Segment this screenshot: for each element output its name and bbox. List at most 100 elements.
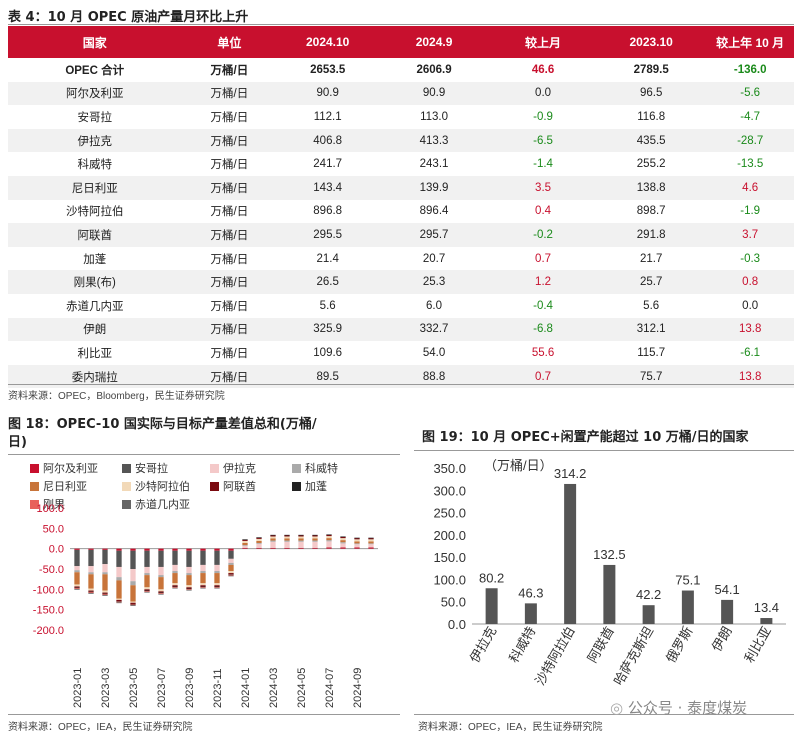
header-2024-10: 2024.10 <box>277 26 378 58</box>
legend-item: 阿尔及利亚 <box>30 460 98 476</box>
table-cell: 加蓬 <box>83 253 107 266</box>
table-cell: 万桶/日 <box>181 175 278 200</box>
table-cell: 896.8 <box>313 205 343 218</box>
bar-segment <box>312 534 318 536</box>
table-row: 委内瑞拉 万桶/日 89.5 88.8 0.7 75.7 13.8 <box>8 364 794 389</box>
bar-segment <box>102 574 108 591</box>
bar-segment <box>172 564 178 572</box>
x-category-label: 沙特阿拉伯 <box>532 624 577 688</box>
table-cell: 0.0 <box>742 299 759 312</box>
bar <box>485 588 498 624</box>
bar-segment <box>74 570 80 573</box>
table-cell: 295.7 <box>377 223 491 247</box>
table-cell: 21.7 <box>639 252 663 265</box>
y-tick-label: -50.0 <box>39 564 64 576</box>
bar-segment <box>312 536 318 539</box>
bar-segment <box>270 535 276 537</box>
table-cell: 2653.5 <box>310 63 346 76</box>
bar-segment <box>88 574 94 589</box>
table-cell: 伊朗 <box>8 317 182 342</box>
bar-segment <box>144 587 150 590</box>
bar-segment <box>88 549 94 567</box>
y-tick-label: 350.0 <box>433 461 466 476</box>
bar-segment <box>158 577 164 590</box>
table-cell: 2789.5 <box>633 63 669 76</box>
table-row: 刚果(布) 万桶/日 26.5 25.3 1.2 25.7 0.8 <box>8 270 794 294</box>
bar-segment <box>298 540 304 542</box>
bar-segment <box>144 590 150 592</box>
bar-segment <box>74 588 80 590</box>
table-cell: 1.2 <box>490 270 596 294</box>
table-cell: 5.6 <box>319 299 336 312</box>
fig18-chart: 100.0 50.0 0.0 -50.0 -100.0 -150.0 -200.0 2023-… <box>33 503 378 708</box>
bar-segment <box>354 543 360 545</box>
bar-segment <box>284 547 290 549</box>
bar-segment <box>130 603 136 605</box>
table-cell: 96.5 <box>596 81 707 106</box>
table-cell: 54.0 <box>422 346 446 359</box>
bar-segment <box>214 550 220 565</box>
y-tick-label: 0.0 <box>49 544 64 556</box>
table-cell: 896.4 <box>419 205 449 218</box>
bar-segment <box>312 541 318 548</box>
bar-segment <box>130 569 136 582</box>
watermark: ◎ 公众号 · 泰度煤炭 <box>610 697 747 718</box>
table-cell: 4.6 <box>706 175 794 200</box>
table-row: OPEC 合计 万桶/日 2653.5 2606.9 46.6 2789.5 -136.0 <box>8 58 794 82</box>
data-label: 80.2 <box>479 570 504 585</box>
y-tick-label: -150.0 <box>33 605 64 617</box>
table-cell: 243.1 <box>419 158 449 171</box>
table-cell: 898.7 <box>636 205 666 218</box>
bar-segment <box>270 534 276 536</box>
header-unit: 单位 <box>181 26 278 58</box>
watermark-text: 公众号 · 泰度煤炭 <box>627 699 748 717</box>
table-cell: -5.6 <box>706 81 794 106</box>
table-cell: 90.9 <box>377 81 491 106</box>
table-cell: 万桶/日 <box>210 159 249 172</box>
table-cell: 万桶/日 <box>181 128 278 153</box>
legend-swatch <box>30 463 39 473</box>
table-cell: 435.5 <box>596 128 707 153</box>
table-cell: 利比亚 <box>77 347 112 360</box>
bar-segment <box>116 599 122 602</box>
table-cell: 万桶/日 <box>181 223 278 247</box>
bar-segment <box>172 585 178 587</box>
bar-segment <box>214 586 220 588</box>
bar-segment <box>172 583 178 586</box>
bar-segment <box>130 604 136 606</box>
bar-segment <box>88 566 94 573</box>
legend-swatch <box>30 499 39 509</box>
bar-segment <box>312 535 318 537</box>
table-row: 阿联酋 万桶/日 295.5 295.7 -0.2 291.8 3.7 <box>8 223 794 247</box>
bar-segment <box>158 591 164 593</box>
header-mom: 较上月 <box>490 26 596 58</box>
bar-segment <box>116 550 122 567</box>
x-category-label: 科威特 <box>506 624 538 665</box>
legend-item: 加蓬 <box>292 478 327 494</box>
bar-segment <box>88 572 94 575</box>
y-tick-label: 50.0 <box>441 595 466 610</box>
x-tick-label: 2023-11 <box>212 668 224 708</box>
bar-segment <box>158 589 164 592</box>
bar-segment <box>340 547 346 549</box>
header-2023-10: 2023.10 <box>596 26 707 58</box>
table-row: 科威特 万桶/日 241.7 243.1 -1.4 255.2 -13.5 <box>8 152 794 176</box>
bar-segment <box>186 588 192 590</box>
bar-segment <box>326 540 332 542</box>
wechat-icon: ◎ <box>610 699 624 717</box>
bar-segment <box>158 592 164 594</box>
legend-item: 刚果 <box>30 496 65 512</box>
bar-segment <box>158 548 164 551</box>
data-label: 75.1 <box>675 573 700 588</box>
table-header-row: 国家 单位 2024.10 2024.9 较上月 2023.10 较上年 10 … <box>8 26 794 58</box>
table-cell: 赤道几内亚 <box>65 300 124 313</box>
bar-segment <box>186 550 192 567</box>
table-caption: 表 4：10 月 OPEC 原油产量月环比上升 <box>8 10 249 25</box>
bar-segment <box>116 601 122 603</box>
bar-segment <box>116 548 122 551</box>
y-tick-label: 50.0 <box>43 523 64 535</box>
bar-segment <box>354 538 360 540</box>
table-cell: -6.5 <box>490 128 596 153</box>
table-cell: 90.9 <box>277 81 378 106</box>
table-cell: -1.4 <box>533 158 553 171</box>
